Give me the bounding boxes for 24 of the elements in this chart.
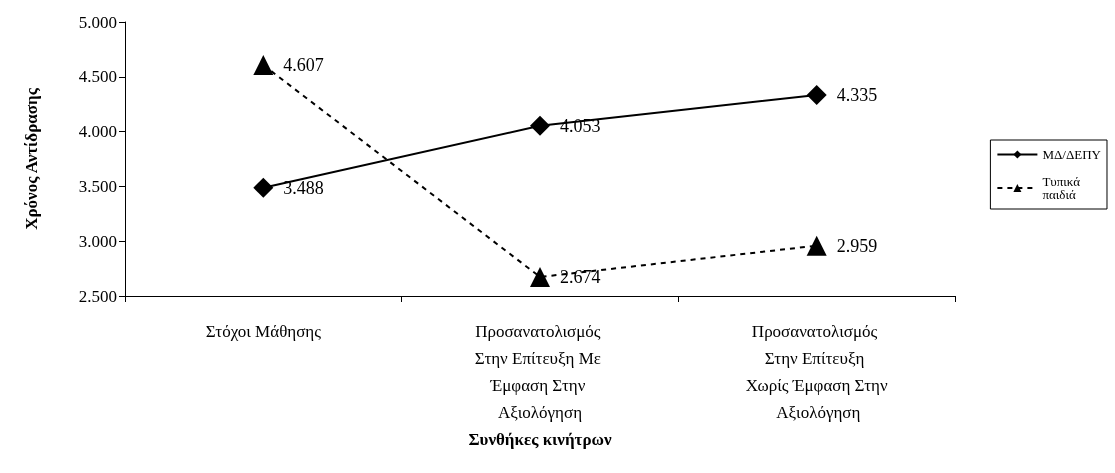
data-label: 3.488: [283, 177, 324, 198]
x-tick-label: Προσανατολισμός Στην Επίτευξη Με Έμφαση Στην Αξιολόγηση: [474, 322, 606, 422]
data-label: 2.674: [560, 266, 601, 287]
legend-label: Τυπικά παιδιά: [1042, 174, 1081, 202]
point: [253, 177, 274, 198]
x-axis-title: Συνθήκες κινήτρων: [468, 429, 612, 449]
point: [806, 235, 827, 256]
point: [806, 84, 827, 105]
data-label: 2.959: [836, 235, 878, 256]
y-tick-label: 2.500: [78, 286, 117, 306]
x-tick-label: Προσανατολισμός Στην Επίτευξη Χωρίς Έμφαση Στην Αξιολόγηση: [745, 322, 888, 422]
data-label: 4.335: [836, 84, 878, 105]
data-label: 4.607: [283, 55, 324, 76]
y-tick-label: 3.500: [78, 176, 117, 196]
point: [530, 115, 550, 136]
x-tick-label: Στόχοι Μάθησης: [205, 322, 322, 341]
y-tick-label: 5.000: [78, 12, 117, 32]
point: [253, 55, 274, 76]
y-axis-title: Χρόνος Αντίδρασης: [22, 87, 41, 230]
y-tick-label: 4.000: [78, 122, 117, 142]
legend-label: ΜΔ/ΔΕΠΥ: [1042, 147, 1102, 162]
y-tick-label: 3.000: [78, 231, 117, 251]
point: [530, 266, 550, 287]
y-tick-label: 4.500: [78, 67, 117, 87]
